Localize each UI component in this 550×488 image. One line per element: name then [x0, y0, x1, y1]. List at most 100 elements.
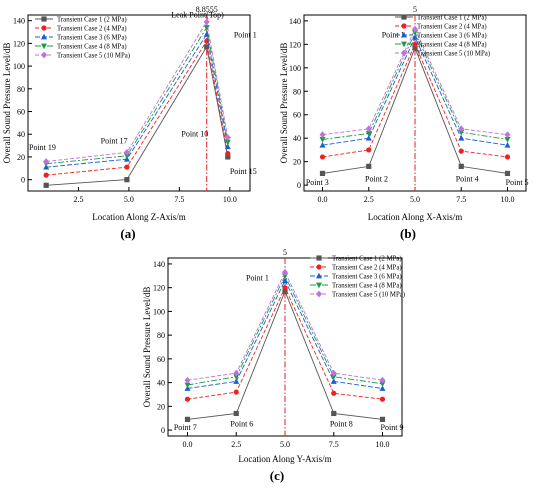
y-tick-label: 120: [13, 39, 25, 48]
point-annotation: Point 8: [330, 420, 353, 429]
point-annotation: Point 5: [506, 178, 529, 187]
series-4: [184, 273, 386, 389]
data-point: [203, 25, 210, 31]
y-tick-label: 60: [157, 355, 165, 364]
legend-entry: Transient Case 4 (8 MPa): [332, 283, 402, 290]
data-point: [379, 376, 386, 384]
data-point: [124, 164, 130, 170]
y-tick-label: 0: [161, 426, 165, 435]
y-axis-label: Overall Sound Pressure Level/dB: [279, 43, 289, 164]
x-tick-label: 0.0: [318, 195, 328, 204]
point-annotation: Leak Point(Top): [171, 10, 224, 19]
series-3: [319, 34, 511, 148]
series-line: [46, 26, 229, 165]
x-tick-label: 10.0: [376, 440, 390, 449]
y-tick-label: 20: [157, 402, 165, 411]
y-axis-label: Overall Sound Pressure Level/dB: [2, 43, 12, 164]
point-annotation: Point 4: [456, 175, 479, 184]
data-point: [366, 147, 372, 153]
data-point: [204, 44, 210, 50]
legend-swatch-marker: [401, 41, 407, 48]
x-tick-label: 2.5: [364, 195, 374, 204]
panel-label: (b): [400, 226, 416, 241]
data-point: [224, 143, 231, 150]
y-tick-label: 140: [13, 17, 25, 26]
legend-swatch-marker: [401, 49, 407, 57]
data-point: [123, 153, 130, 159]
data-point: [412, 41, 418, 47]
y-tick-label: 40: [157, 379, 165, 388]
series-line: [46, 20, 229, 162]
legend-entry: Transient Case 1 (2 MPa): [332, 256, 402, 263]
data-point: [458, 148, 464, 154]
data-point: [379, 381, 386, 387]
data-point: [330, 378, 337, 384]
data-point: [365, 135, 372, 141]
data-point: [504, 154, 511, 160]
data-point: [233, 410, 239, 417]
legend-entry: Transient Case 5 (10 MPa): [417, 51, 490, 58]
plot-frame: [27, 14, 251, 192]
x-tick-label: 2.5: [231, 440, 241, 449]
series-1: [43, 44, 231, 188]
y-tick-label: 20: [293, 158, 301, 167]
legend-swatch-marker: [316, 290, 322, 298]
data-point: [282, 277, 288, 283]
vline-label: 5: [413, 5, 417, 14]
x-tick-label: 7.5: [174, 195, 184, 204]
legend-swatch-marker: [316, 282, 322, 289]
chart-panel-1: 0 20 40 60 80 100 120 140 2.5 5.0 7.5 10.0 Location …: [2, 5, 257, 241]
data-point: [233, 389, 239, 395]
data-point: [504, 136, 511, 143]
x-tick-label: 5.0: [124, 195, 134, 204]
legend-entry: Transient Case 3 (6 MPa): [417, 33, 487, 40]
data-point: [365, 131, 372, 137]
point-annotation: Point 10: [181, 129, 208, 138]
y-axis-label: Overall Sound Pressure Level/dB: [142, 287, 152, 408]
chart-panel-2: 0 20 40 60 80 100 120 140 0.0 2.5 5.0 7.5 10.0 Locati…: [279, 5, 529, 241]
data-point: [224, 134, 231, 142]
point-annotation: Point 19: [29, 143, 56, 152]
point-annotation: Point 17: [101, 136, 128, 145]
legend-entry: Transient Case 2 (4 MPa): [57, 26, 127, 33]
y-tick-label: 120: [153, 284, 165, 293]
legend: Transient Case 1 (2 MPa) Transient Case 2…: [310, 255, 405, 299]
legend-swatch-marker: [316, 255, 322, 261]
series-5: [43, 18, 231, 165]
legend-entry: Transient Case 1 (2 MPa): [57, 17, 127, 24]
data-point: [282, 285, 288, 291]
data-point: [184, 376, 191, 384]
series-1: [184, 288, 386, 422]
data-point: [224, 139, 231, 146]
legend-swatch-marker: [401, 14, 407, 20]
data-point: [330, 374, 337, 380]
legend-swatch-marker: [41, 51, 47, 59]
x-tick-label: 5.0: [280, 440, 290, 449]
point-annotation: Point 6: [230, 420, 253, 429]
legend-entry: Transient Case 5 (10 MPa): [57, 53, 130, 60]
series-line: [46, 45, 229, 186]
y-tick-label: 0: [21, 176, 25, 185]
data-point: [319, 131, 326, 139]
x-tick-label: 10.0: [223, 195, 237, 204]
y-tick-label: 0: [297, 181, 301, 190]
data-point: [124, 177, 130, 183]
legend-entry: Transient Case 4 (8 MPa): [57, 44, 127, 51]
legend: Transient Case 1 (2 MPa) Transient Case 2…: [35, 16, 130, 60]
data-point: [412, 45, 418, 51]
x-tick-label: 10.0: [501, 195, 515, 204]
data-point: [282, 288, 288, 294]
x-axis-label: Location Along X-Axis/m: [368, 212, 463, 222]
data-point: [43, 172, 49, 178]
y-tick-label: 20: [17, 153, 25, 162]
point-annotation: Point 2: [365, 175, 388, 184]
y-tick-label: 140: [153, 260, 165, 269]
y-tick-label: 60: [17, 108, 25, 117]
legend-entry: Transient Case 2 (4 MPa): [417, 24, 487, 31]
legend-swatch-marker: [41, 33, 47, 40]
series-5: [319, 25, 511, 139]
legend-swatch-marker: [41, 25, 47, 31]
legend: Transient Case 1 (2 MPa) Transient Case 2…: [395, 14, 490, 58]
y-tick-label: 100: [289, 64, 301, 73]
series-2: [319, 41, 511, 160]
